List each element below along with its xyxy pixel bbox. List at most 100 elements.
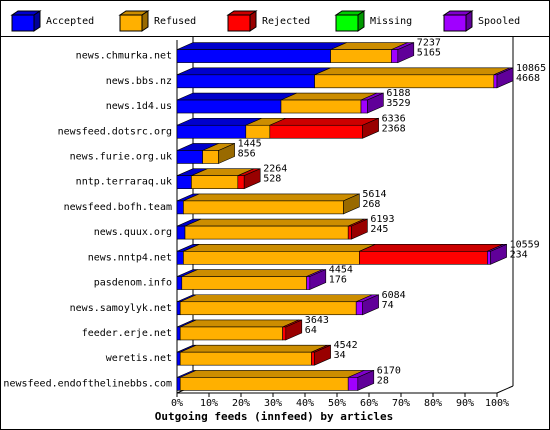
bar-top xyxy=(280,92,378,101)
bar-label: 6170 xyxy=(377,365,401,376)
bar-label: 6336 xyxy=(382,113,406,124)
bar-top xyxy=(180,294,373,303)
bar-segment xyxy=(176,99,282,114)
bar-segment xyxy=(179,377,349,391)
x-tick-label: 20% xyxy=(232,398,250,409)
bar-end xyxy=(285,319,303,341)
bar-label: 4542 xyxy=(334,340,358,351)
x-tick-label: 70% xyxy=(392,398,410,409)
bar-end xyxy=(357,369,375,391)
bar-end xyxy=(309,269,327,290)
bar-top xyxy=(176,42,347,50)
bar-end xyxy=(243,168,261,190)
axis-floor xyxy=(496,385,514,394)
legend-swatch-side xyxy=(33,10,41,32)
bar-segment xyxy=(176,301,181,316)
bar-segment xyxy=(202,150,219,164)
bar-segment xyxy=(176,175,192,189)
bar-label: 4668 xyxy=(516,73,540,84)
category-label: news.samoylyk.net xyxy=(70,303,172,314)
bar-segment xyxy=(360,99,368,114)
bar-segment xyxy=(183,200,344,215)
bar-top xyxy=(181,269,323,277)
bar-segment xyxy=(306,276,311,290)
bar-label: 7237 xyxy=(417,38,441,49)
bar-label: 34 xyxy=(334,350,346,361)
bar-segment xyxy=(355,301,363,316)
bar-label: 5614 xyxy=(362,189,386,200)
x-tick-label: 90% xyxy=(456,398,474,409)
legend-label: Rejected xyxy=(262,16,310,27)
bar-top xyxy=(269,117,379,126)
x-tick-label: 50% xyxy=(328,398,346,409)
category-label: pasdenom.info xyxy=(94,278,172,289)
bar-label: 856 xyxy=(238,148,256,159)
bar-segment xyxy=(176,49,331,63)
x-tick-label: 100% xyxy=(485,398,509,409)
category-label: newsfeed.endofthelinebbs.com xyxy=(3,378,172,389)
bar-end xyxy=(343,193,360,215)
legend-swatch-side xyxy=(357,10,365,32)
bar-segment xyxy=(359,251,488,265)
bar-segment xyxy=(176,225,186,240)
bar-segment xyxy=(245,124,271,139)
bar-label: 2264 xyxy=(263,164,287,175)
bar-segment xyxy=(176,74,315,89)
bar-label: 176 xyxy=(329,275,347,286)
bar-label: 1445 xyxy=(238,138,262,149)
bar-segment xyxy=(179,351,312,366)
bar-segment xyxy=(176,276,183,290)
x-axis-label: Outgoing feeds (innfeed) by articles xyxy=(155,410,393,423)
bar-segment xyxy=(176,200,184,215)
bar-segment xyxy=(311,351,315,366)
bar-label: 10559 xyxy=(510,239,540,250)
bar-label: 245 xyxy=(370,224,388,235)
bar-segment xyxy=(176,124,247,139)
category-label: nntp.terraraq.uk xyxy=(76,177,172,188)
legend-swatch-side xyxy=(249,10,257,32)
bar-label: 64 xyxy=(305,325,317,336)
bar-segment xyxy=(314,74,495,89)
bar-label: 6084 xyxy=(382,290,406,301)
bar-top xyxy=(180,319,299,328)
legend-swatch xyxy=(11,14,35,32)
bar-label: 28 xyxy=(377,375,389,386)
x-tick-label: 80% xyxy=(424,398,442,409)
bar-segment xyxy=(191,175,239,189)
legend-swatch xyxy=(119,14,143,32)
legend-swatch-side xyxy=(141,10,149,32)
category-label: news.bbs.nz xyxy=(106,76,172,87)
bar-label: 234 xyxy=(510,249,528,260)
bar-label: 268 xyxy=(362,199,380,210)
bar-segment xyxy=(280,99,362,114)
bar-segment xyxy=(176,251,184,265)
bar-top xyxy=(359,244,504,252)
bar-label: 3643 xyxy=(305,315,329,326)
bar-segment xyxy=(183,251,360,265)
bar-end xyxy=(490,243,507,265)
bar-segment xyxy=(391,49,399,63)
bar-segment xyxy=(493,74,498,89)
bar-segment xyxy=(347,225,352,240)
category-label: news.quux.org xyxy=(94,227,172,238)
bar-top xyxy=(176,92,298,101)
bar-segment xyxy=(179,326,283,341)
category-label: news.chmurka.net xyxy=(76,51,172,62)
category-label: news.furie.org.uk xyxy=(70,151,172,162)
bar-end xyxy=(351,218,368,240)
bar-segment xyxy=(176,377,181,391)
category-label: feeder.erje.net xyxy=(82,328,172,339)
bar-end xyxy=(397,42,415,64)
bar-segment xyxy=(176,351,181,366)
legend-swatch xyxy=(227,14,251,32)
bar-label: 10865 xyxy=(516,63,546,74)
category-label: newsfeed.bofh.team xyxy=(64,202,172,213)
category-label: news.1d4.us xyxy=(106,101,172,112)
x-tick-label: 40% xyxy=(296,398,314,409)
bar-label: 4454 xyxy=(329,265,353,276)
bar-segment xyxy=(487,251,491,265)
bar-end xyxy=(496,67,514,89)
category-label: newsfeed.dotsrc.org xyxy=(58,126,172,137)
bar-end xyxy=(362,117,379,139)
